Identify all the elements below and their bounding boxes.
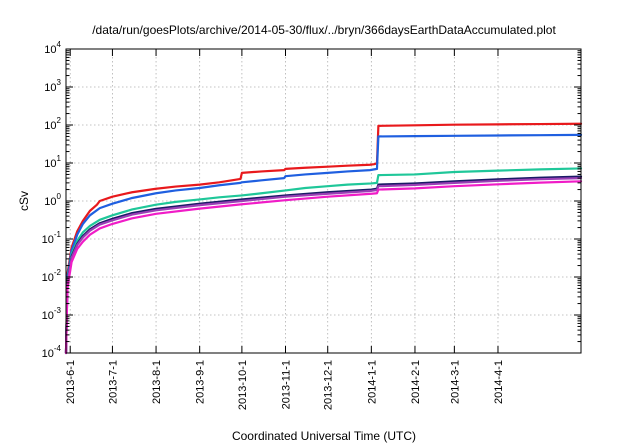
y-axis-label: cSv bbox=[17, 191, 31, 211]
series-line-5 bbox=[64, 177, 583, 355]
y-tick-label: 10-2 bbox=[42, 268, 62, 284]
y-tick-label: 10-3 bbox=[42, 306, 62, 322]
x-tick-label: 2013-9-1 bbox=[195, 360, 207, 404]
y-tick-label: 101 bbox=[44, 154, 61, 170]
x-tick-label: 2013-11-1 bbox=[281, 360, 293, 409]
series-line-4 bbox=[64, 175, 583, 355]
x-tick-label: 2014-4-1 bbox=[493, 360, 505, 404]
x-axis-label: Coordinated Universal Time (UTC) bbox=[232, 429, 416, 443]
y-tick-label: 103 bbox=[44, 78, 61, 94]
y-tick-label: 102 bbox=[44, 116, 61, 132]
x-tick-label: 2013-6-1 bbox=[65, 360, 77, 404]
ticks-layer bbox=[66, 48, 581, 354]
y-tick-labels: 10-4 10-3 10-2 10-1 100 101 102 103 104 bbox=[42, 40, 62, 360]
x-tick-label: 2014-3-1 bbox=[449, 360, 461, 404]
series-line-3 bbox=[64, 167, 583, 355]
series-line-6 bbox=[64, 180, 583, 355]
series-line-1 bbox=[64, 122, 583, 355]
x-tick-labels: 2013-6-1 2013-7-1 2013-8-1 2013-9-1 2013-10-… bbox=[65, 360, 505, 410]
y-tick-label: 10-4 bbox=[42, 344, 62, 360]
series-layer bbox=[64, 122, 583, 355]
x-tick-label: 2013-10-1 bbox=[237, 360, 249, 410]
x-tick-label: 2014-2-1 bbox=[410, 360, 422, 404]
series-line-2 bbox=[64, 133, 583, 355]
grid-layer bbox=[66, 49, 581, 353]
x-tick-label: 2013-12-1 bbox=[323, 360, 335, 410]
y-tick-label: 100 bbox=[44, 192, 61, 208]
y-tick-label: 10-1 bbox=[42, 230, 62, 246]
chart-title: /data/run/goesPlots/archive/2014-05-30/f… bbox=[92, 23, 556, 37]
y-tick-label: 104 bbox=[44, 40, 61, 56]
x-tick-label: 2013-7-1 bbox=[107, 360, 119, 404]
x-tick-label: 2013-8-1 bbox=[151, 360, 163, 404]
x-tick-label: 2014-1-1 bbox=[366, 360, 378, 404]
